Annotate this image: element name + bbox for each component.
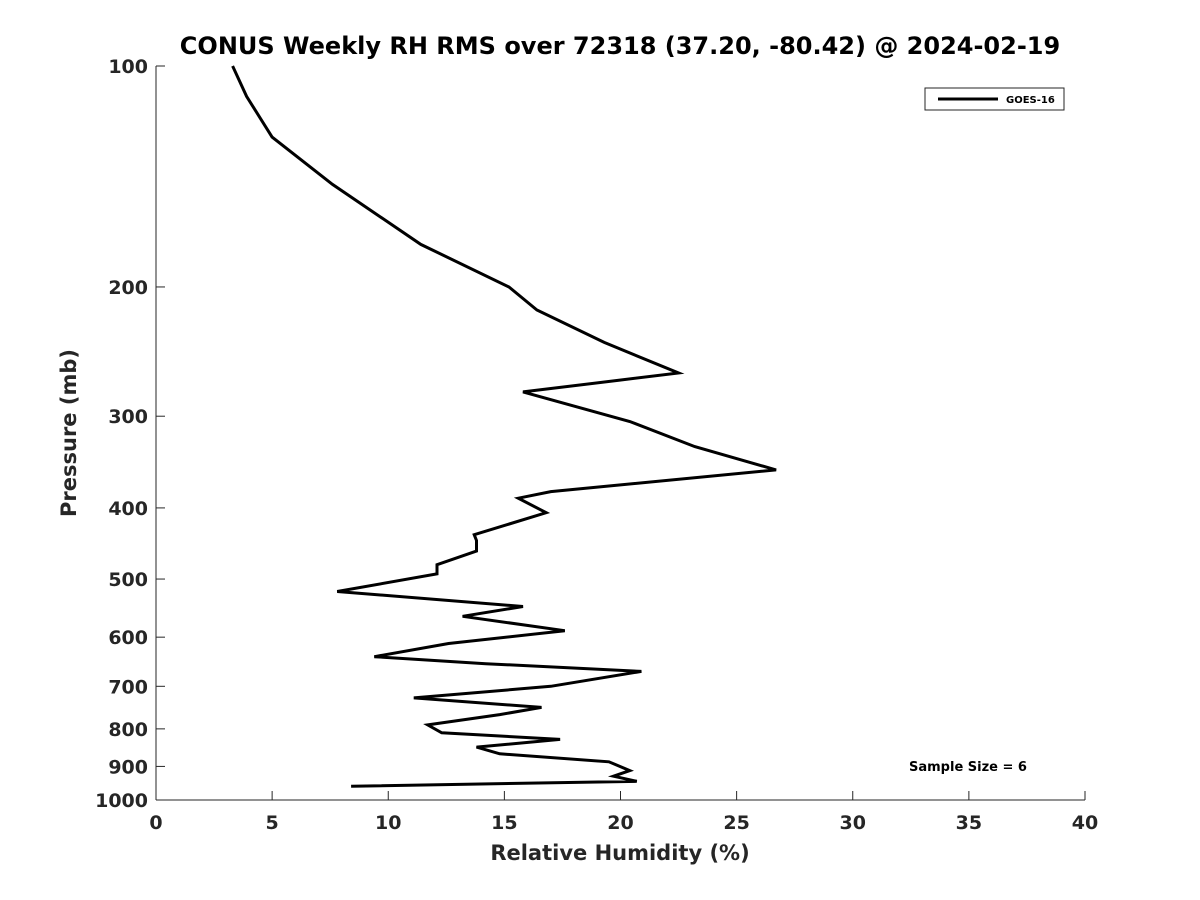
y-axis-ticks: 100 200 300 400 500 600 700 800 900 1000 [95, 56, 165, 812]
y-tick-label: 500 [108, 569, 148, 591]
x-tick-label: 40 [1072, 812, 1098, 834]
x-axis-ticks: 0 5 10 15 20 25 30 35 40 [149, 791, 1098, 834]
y-tick-label: 100 [108, 56, 148, 78]
y-tick-label: 900 [108, 756, 148, 778]
y-tick-label: 700 [108, 676, 148, 698]
x-tick-label: 0 [149, 812, 162, 834]
y-axis-label: Pressure (mb) [57, 349, 81, 517]
x-axis-label: Relative Humidity (%) [490, 841, 749, 865]
legend: GOES-16 [924, 87, 1065, 111]
x-tick-label: 5 [266, 812, 279, 834]
y-tick-label: 300 [108, 406, 148, 428]
x-tick-label: 15 [491, 812, 517, 834]
y-tick-label: 1000 [95, 790, 148, 812]
series-line-0 [231, 65, 777, 788]
y-tick-label: 600 [108, 627, 148, 649]
y-tick-label: 200 [108, 277, 148, 299]
sample-size-annotation: Sample Size = 6 [909, 760, 1027, 775]
legend-label: GOES-16 [1006, 95, 1055, 106]
x-tick-label: 25 [723, 812, 749, 834]
x-tick-label: 30 [840, 812, 866, 834]
x-tick-label: 35 [956, 812, 982, 834]
x-tick-label: 10 [375, 812, 401, 834]
y-tick-label: 400 [108, 498, 148, 520]
chart-title: CONUS Weekly RH RMS over 72318 (37.20, -… [180, 32, 1060, 60]
y-tick-label: 800 [108, 719, 148, 741]
series-group [231, 65, 777, 788]
x-tick-label: 20 [607, 812, 633, 834]
